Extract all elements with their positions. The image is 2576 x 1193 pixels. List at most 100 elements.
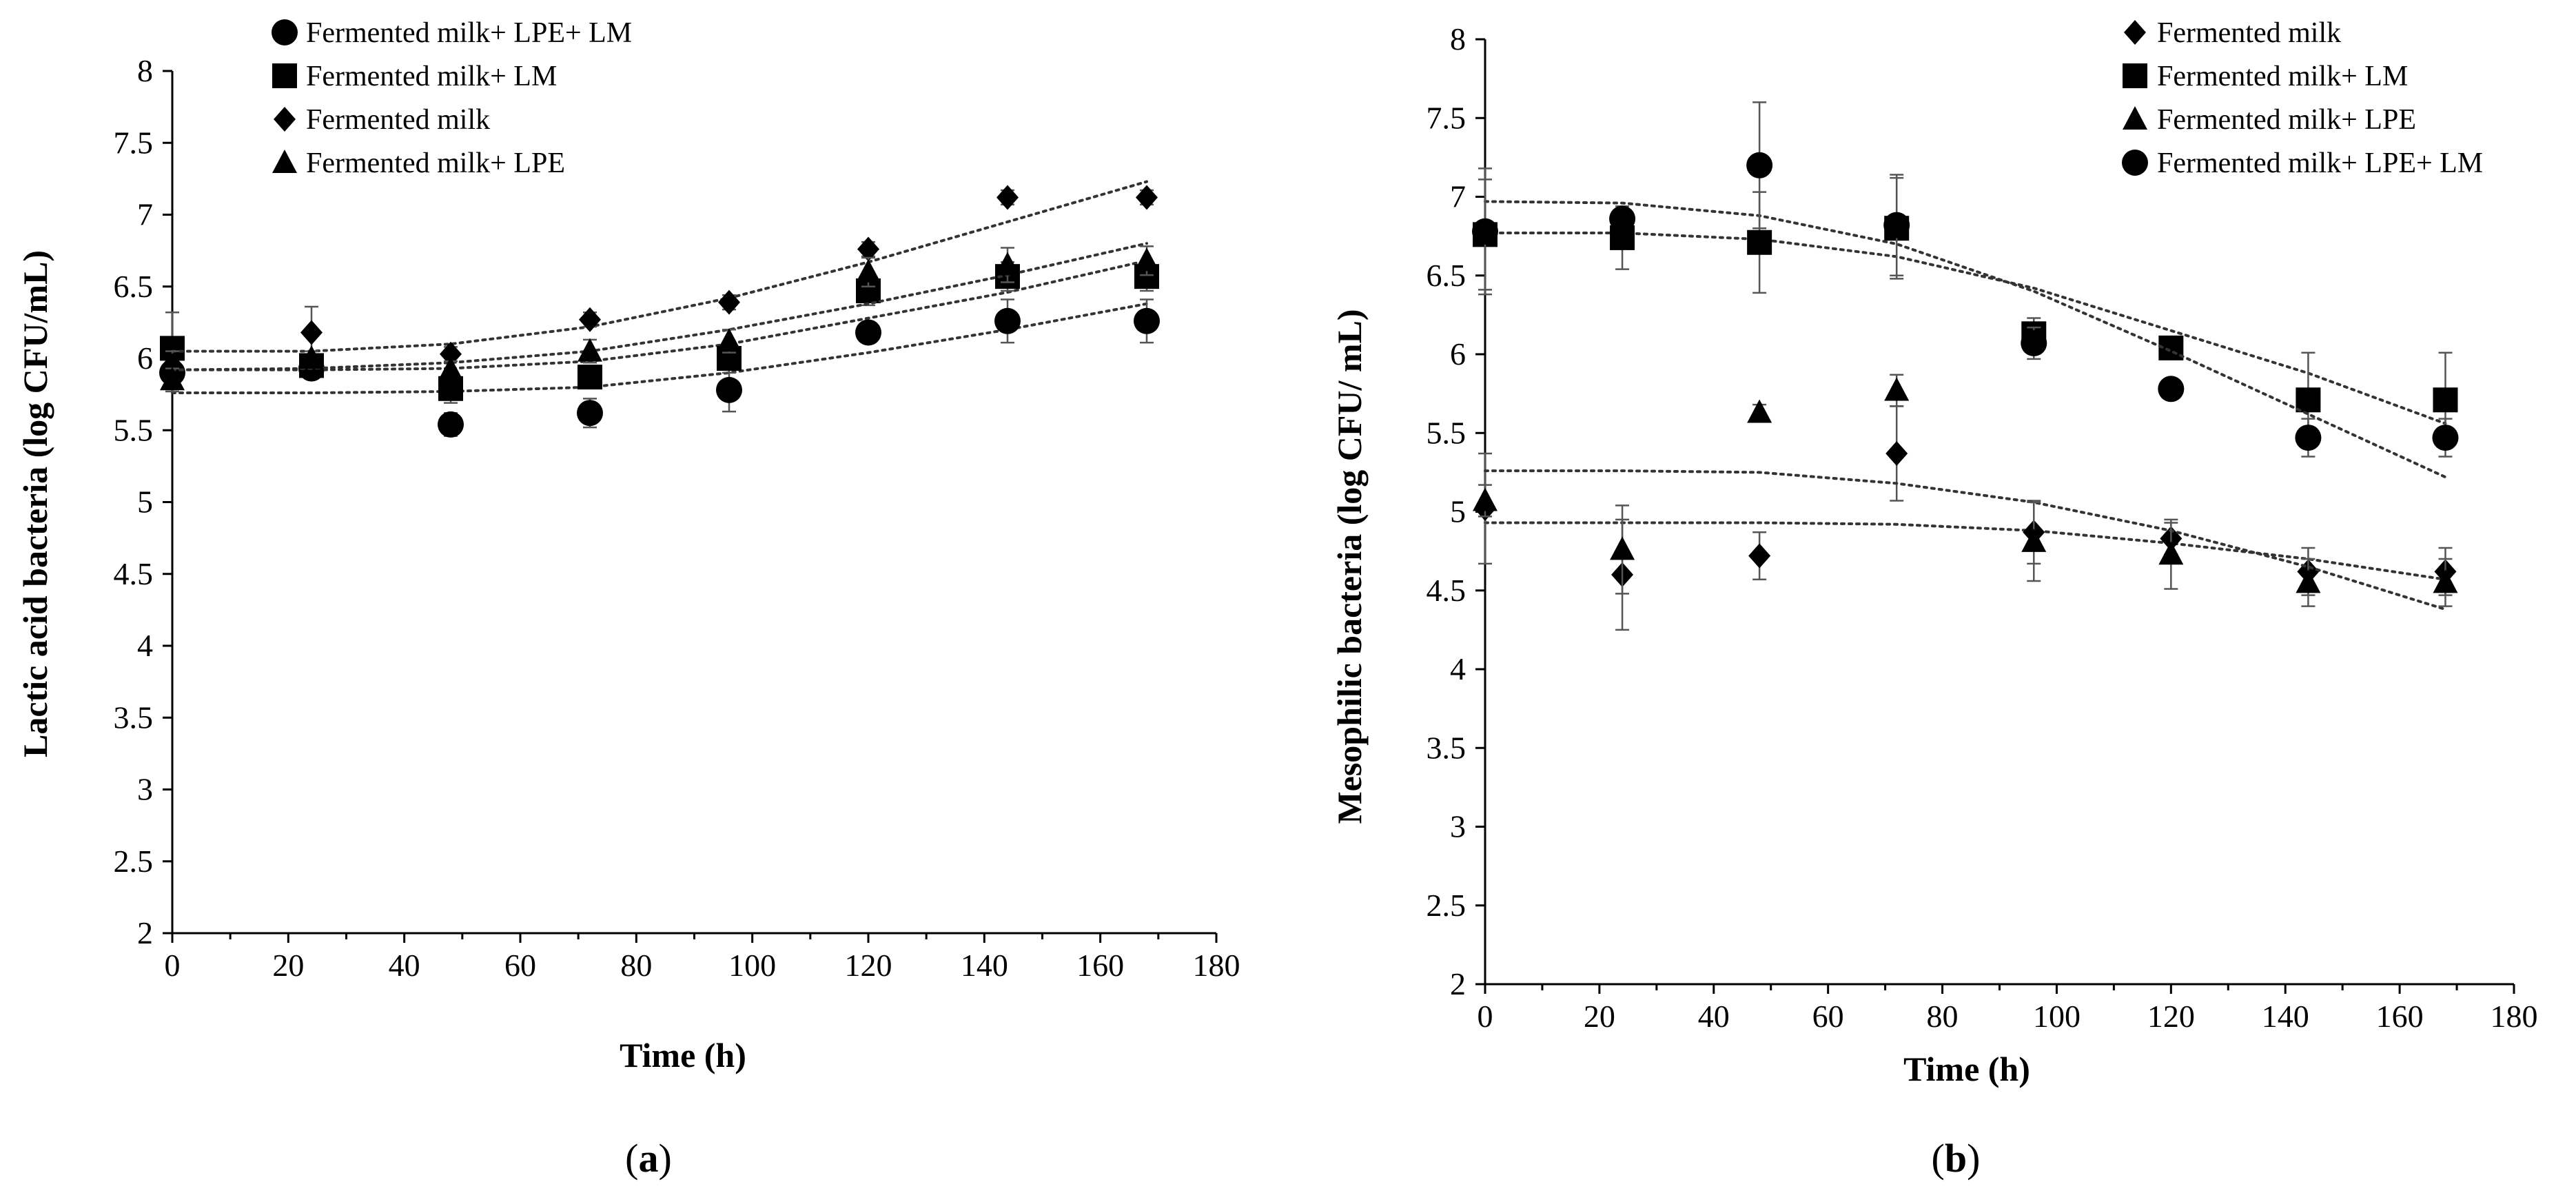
y-tick-label: 2 <box>137 915 153 950</box>
legend-label: Fermented milk+ LPE <box>2157 104 2416 136</box>
data-point-circle <box>1134 307 1160 334</box>
x-axis-title: Time (h) <box>1903 1050 2030 1088</box>
data-point-diamond <box>718 289 740 315</box>
legend: Fermented milk+ LPE+ LM Fermented milk+ L… <box>272 17 632 179</box>
data-point-circle <box>2021 330 2047 357</box>
legend-marker-circle <box>272 19 298 45</box>
legend-label: Fermented milk <box>306 104 490 136</box>
y-tick-label: 3.5 <box>1427 730 1466 765</box>
data-point-triangle <box>2021 528 2047 552</box>
data-point-triangle <box>856 258 881 283</box>
y-tick-label: 3 <box>137 772 153 807</box>
x-tick-label: 80 <box>1927 999 1959 1034</box>
caption-close-paren: ) <box>1967 1136 1980 1181</box>
caption-letter: b <box>1945 1136 1967 1181</box>
data-point-circle <box>855 319 881 346</box>
x-tick-label: 60 <box>504 948 536 983</box>
y-tick-label: 2.5 <box>1427 888 1466 923</box>
trend-line <box>1484 521 2447 581</box>
legend-label: Fermented milk <box>2157 17 2341 49</box>
data-point-circle <box>1883 212 1910 238</box>
y-tick-label: 6 <box>137 340 153 376</box>
data-point-triangle <box>1747 399 1772 423</box>
data-point-circle <box>1609 205 1636 232</box>
legend: Fermented milk Fermented milk+ LM Fermente… <box>2122 17 2483 179</box>
data-point-triangle <box>2433 569 2458 593</box>
x-tick-label: 20 <box>272 948 304 983</box>
data-point-square <box>1747 230 1772 255</box>
data-point-triangle <box>577 338 602 362</box>
series-circle <box>1472 101 2459 479</box>
caption-open-paren: ( <box>1932 1136 1945 1181</box>
data-point-triangle <box>1134 247 1159 272</box>
y-tick-label: 7 <box>137 197 153 232</box>
x-tick-label: 100 <box>728 948 776 983</box>
data-point-triangle <box>160 367 185 391</box>
x-tick-label: 140 <box>961 948 1008 983</box>
x-tick-label: 60 <box>1812 999 1844 1034</box>
trend-line <box>171 242 1148 371</box>
legend-label: Fermented milk+ LPE+ LM <box>306 17 632 49</box>
series-triangle <box>160 242 1159 393</box>
x-axis-title: Time (h) <box>620 1036 746 1074</box>
y-tick-label: 7 <box>1450 179 1466 214</box>
data-point-circle <box>2295 425 2322 451</box>
x-tick-label: 160 <box>2376 999 2424 1034</box>
legend-label: Fermented milk+ LPE+ LM <box>2157 147 2483 179</box>
data-point-triangle <box>2158 541 2184 565</box>
trend-line <box>1484 200 2447 479</box>
legend-marker-square <box>2123 63 2147 88</box>
y-tick-label: 8 <box>137 53 153 88</box>
panel-caption: (b) <box>1932 1136 1981 1181</box>
data-point-square <box>2433 387 2458 413</box>
y-tick-label: 6.5 <box>1427 258 1466 293</box>
legend-label: Fermented milk+ LM <box>306 61 557 92</box>
x-tick-label: 20 <box>1584 999 1615 1034</box>
data-point-triangle <box>1884 377 1910 401</box>
y-tick-label: 4 <box>137 628 153 663</box>
y-tick-label: 6.5 <box>114 269 154 304</box>
x-tick-label: 100 <box>2033 999 2081 1034</box>
data-point-diamond <box>1885 440 1908 466</box>
y-tick-label: 4 <box>1450 651 1466 686</box>
data-point-circle <box>2158 376 2185 402</box>
y-tick-label: 8 <box>1450 21 1466 57</box>
x-tick-label: 0 <box>1478 999 1493 1034</box>
caption-letter: a <box>639 1136 659 1181</box>
data-point-circle <box>1472 218 1498 245</box>
legend-marker-triangle <box>272 150 297 173</box>
caption-open-paren: ( <box>625 1136 638 1181</box>
data-point-triangle <box>717 327 742 351</box>
legend-marker-triangle <box>2123 106 2147 130</box>
y-tick-label: 7.5 <box>1427 100 1466 135</box>
data-point-diamond <box>1136 185 1158 210</box>
data-point-circle <box>716 376 742 403</box>
y-tick-label: 5 <box>1450 494 1466 529</box>
y-tick-label: 2 <box>1450 966 1466 1001</box>
y-tick-label: 5 <box>137 485 153 520</box>
data-point-diamond <box>300 320 323 345</box>
trend-line <box>171 259 1148 371</box>
panel-a-lactic-acid-bacteria-chart: Lactic acid bacteria (log CFU/mL) Time (… <box>16 17 1240 1181</box>
data-point-circle <box>438 411 464 438</box>
x-tick-label: 80 <box>620 948 652 983</box>
x-tick-label: 40 <box>389 948 420 983</box>
data-point-diamond <box>440 341 462 367</box>
x-tick-label: 180 <box>2491 999 2538 1034</box>
y-tick-label: 5.5 <box>114 412 154 447</box>
data-point-circle <box>2432 425 2459 451</box>
panel-b-mesophilic-bacteria-chart: Mesophilic bacteria (log CFU/ mL) Time (… <box>1330 17 2538 1181</box>
panel-caption: (a) <box>625 1136 672 1181</box>
data-point-diamond <box>1748 543 1771 569</box>
x-tick-label: 0 <box>165 948 181 983</box>
data-point-square <box>438 376 463 401</box>
x-tick-label: 180 <box>1193 948 1240 983</box>
data-point-diamond <box>857 236 879 262</box>
data-point-circle <box>994 307 1021 334</box>
x-tick-label: 160 <box>1076 948 1124 983</box>
data-point-triangle <box>2296 569 2321 593</box>
legend-marker-diamond <box>274 107 296 132</box>
y-tick-label: 2.5 <box>114 844 154 879</box>
y-tick-label: 3 <box>1450 809 1466 844</box>
